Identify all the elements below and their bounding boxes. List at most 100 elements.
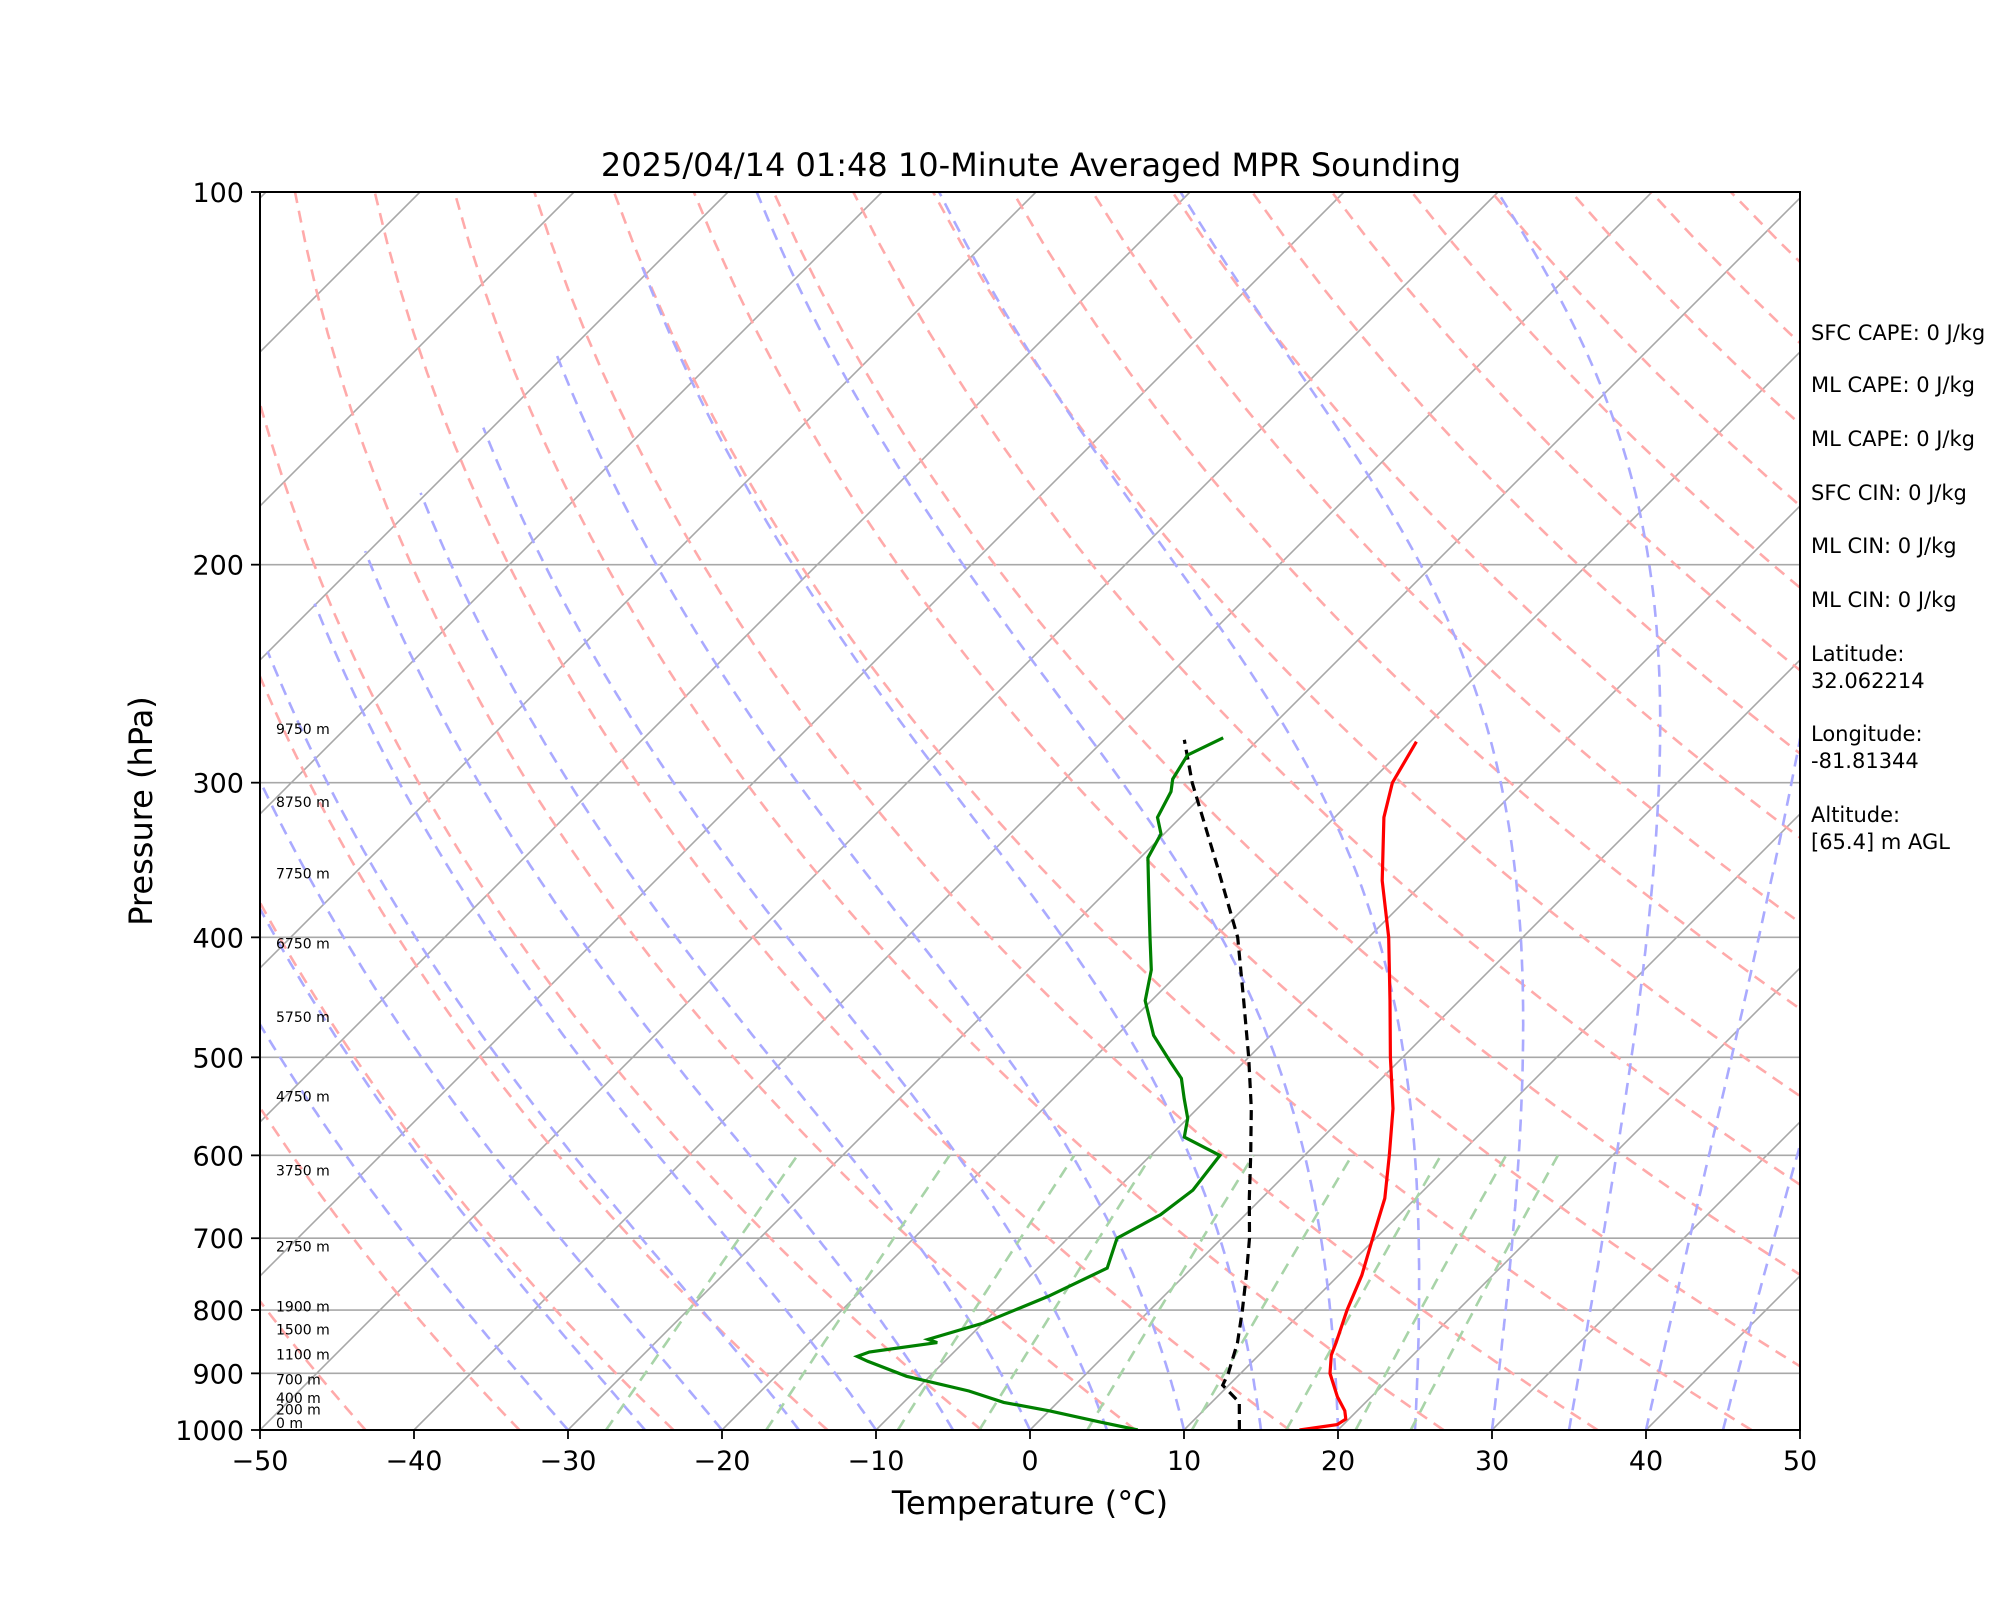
y-tick-label-400: 400 bbox=[192, 923, 244, 954]
dry-adiabat-360 bbox=[931, 192, 1800, 1098]
dry-adiabat-380 bbox=[1091, 192, 1800, 925]
height-label-11: 6750 m bbox=[276, 937, 330, 953]
isotherm--70 bbox=[260, 192, 1191, 1124]
isotherm--20 bbox=[721, 350, 1800, 1430]
moist-adiabats bbox=[260, 192, 1800, 1430]
moist-adiabat-5 bbox=[482, 427, 1109, 1430]
moist-adiabat-15 bbox=[641, 266, 1263, 1430]
height-label-2: 400 m bbox=[276, 1391, 321, 1407]
moist-adiabat--25 bbox=[260, 906, 646, 1430]
x-axis-label: Temperature (°C) bbox=[891, 1484, 1168, 1522]
isotherm--90 bbox=[260, 192, 883, 816]
ml-cape-text-2: ML CAPE: 0 J/kg bbox=[1811, 427, 1975, 451]
isotherm-20 bbox=[1337, 966, 1800, 1430]
moist-adiabat-10 bbox=[554, 352, 1186, 1430]
moist-adiabat-0 bbox=[419, 492, 1032, 1430]
dry-adiabat-330 bbox=[692, 192, 1800, 1368]
parcel-profile-line bbox=[1182, 739, 1253, 1430]
isotherm--60 bbox=[260, 192, 1345, 1278]
moist-adiabat--20 bbox=[260, 777, 724, 1430]
info-panel: SFC CAPE: 0 J/kg ML CAPE: 0 J/kg ML CAPE… bbox=[1811, 321, 1985, 854]
dry-adiabat-340 bbox=[772, 192, 1800, 1277]
dewpoint-profile-line bbox=[853, 736, 1224, 1430]
x-tick-label-40: 40 bbox=[1629, 1446, 1663, 1477]
moist-adiabat--15 bbox=[266, 650, 801, 1430]
moist-adiabat-40 bbox=[1644, 732, 1800, 1430]
moist-adiabat-45 bbox=[1721, 1140, 1800, 1430]
moist-adiabat-25 bbox=[937, 192, 1421, 1430]
x-tick-label--40: −40 bbox=[386, 1446, 443, 1477]
isotherm--110 bbox=[260, 192, 575, 508]
profiles bbox=[853, 736, 1418, 1430]
latitude-value: 32.062214 bbox=[1811, 669, 1925, 693]
x-tick-label-30: 30 bbox=[1475, 1446, 1509, 1477]
height-label-12: 7750 m bbox=[276, 867, 330, 883]
dry-adiabats bbox=[260, 192, 1800, 1430]
moist-adiabat-35 bbox=[1496, 192, 1662, 1430]
dry-adiabat-270 bbox=[260, 398, 983, 1430]
y-tick-label-200: 200 bbox=[192, 551, 244, 582]
ml-cin-text: ML CIN: 0 J/kg bbox=[1811, 534, 1957, 558]
height-label-9: 4750 m bbox=[276, 1090, 330, 1106]
moist-adiabat--5 bbox=[363, 550, 955, 1430]
altitude-value: [65.4] m AGL bbox=[1811, 830, 1950, 854]
mixing-ratio-line-2 bbox=[896, 1154, 1076, 1430]
x-tick-label--50: −50 bbox=[232, 1446, 289, 1477]
dry-adiabat-310 bbox=[533, 192, 1599, 1430]
isotherms bbox=[260, 192, 1800, 1430]
height-label-10: 5750 m bbox=[276, 1010, 330, 1026]
dry-adiabat-250 bbox=[260, 899, 675, 1430]
mixing-ratio-line-12 bbox=[1285, 1154, 1443, 1430]
y-tick-label-600: 600 bbox=[192, 1141, 244, 1172]
y-tick-label-900: 900 bbox=[192, 1359, 244, 1390]
dry-adiabat-280 bbox=[293, 192, 1137, 1430]
mixing-ratio-line-20 bbox=[1409, 1154, 1560, 1430]
y-tick-label-800: 800 bbox=[192, 1296, 244, 1327]
x-tick-label-0: 0 bbox=[1021, 1446, 1038, 1477]
mixing-ratio-line-1 bbox=[765, 1154, 951, 1430]
y-axis: 1000 900 800 700 600 500 400 300 200 100 bbox=[175, 178, 260, 1447]
height-label-6: 1900 m bbox=[276, 1299, 330, 1315]
isotherm--10 bbox=[875, 504, 1800, 1430]
mixing-ratio-line-8 bbox=[1190, 1154, 1354, 1430]
moist-adiabat-20 bbox=[755, 192, 1340, 1430]
pressure-gridlines bbox=[260, 192, 1800, 1430]
dry-adiabat-320 bbox=[612, 192, 1753, 1430]
mixing-ratio-line-16 bbox=[1354, 1154, 1508, 1430]
isotherm-10 bbox=[1183, 812, 1800, 1430]
y-tick-label-300: 300 bbox=[192, 769, 244, 800]
isotherm--40 bbox=[413, 192, 1653, 1430]
height-label-13: 8750 m bbox=[276, 795, 330, 811]
mixing-ratio-line-5 bbox=[1086, 1154, 1255, 1430]
altitude-label: Altitude: bbox=[1811, 803, 1900, 827]
x-tick-label--30: −30 bbox=[540, 1446, 597, 1477]
x-tick-label--20: −20 bbox=[694, 1446, 751, 1477]
sfc-cape-text: SFC CAPE: 0 J/kg bbox=[1811, 321, 1985, 345]
x-tick-label--10: −10 bbox=[848, 1446, 905, 1477]
mixing-ratio-line-0.4 bbox=[604, 1154, 799, 1430]
height-label-7: 2750 m bbox=[276, 1239, 330, 1255]
height-label-5: 1500 m bbox=[276, 1322, 330, 1338]
mixing-ratio-lines bbox=[604, 1154, 1560, 1430]
y-tick-label-100: 100 bbox=[192, 178, 244, 209]
temperature-profile-line bbox=[1299, 740, 1418, 1430]
moist-adiabat--10 bbox=[313, 603, 878, 1430]
x-tick-label-10: 10 bbox=[1167, 1446, 1201, 1477]
y-axis-label: Pressure (hPa) bbox=[122, 696, 160, 926]
isotherm-30 bbox=[1491, 1120, 1800, 1430]
latitude-label: Latitude: bbox=[1811, 642, 1905, 666]
dry-adiabat-300 bbox=[453, 192, 1445, 1430]
sfc-cin-text: SFC CIN: 0 J/kg bbox=[1811, 481, 1967, 505]
x-tick-label-50: 50 bbox=[1783, 1446, 1817, 1477]
dry-adiabat-260 bbox=[260, 673, 829, 1430]
isotherm--100 bbox=[260, 192, 729, 662]
dry-adiabat-290 bbox=[373, 192, 1291, 1430]
background-lines bbox=[260, 192, 1800, 1430]
dry-adiabat-370 bbox=[1011, 192, 1800, 1011]
isotherm-0 bbox=[1029, 658, 1800, 1430]
isotherm--50 bbox=[260, 192, 1499, 1430]
moist-adiabat-30 bbox=[1179, 192, 1525, 1430]
chart-title: 2025/04/14 01:48 10-Minute Averaged MPR … bbox=[601, 146, 1461, 184]
